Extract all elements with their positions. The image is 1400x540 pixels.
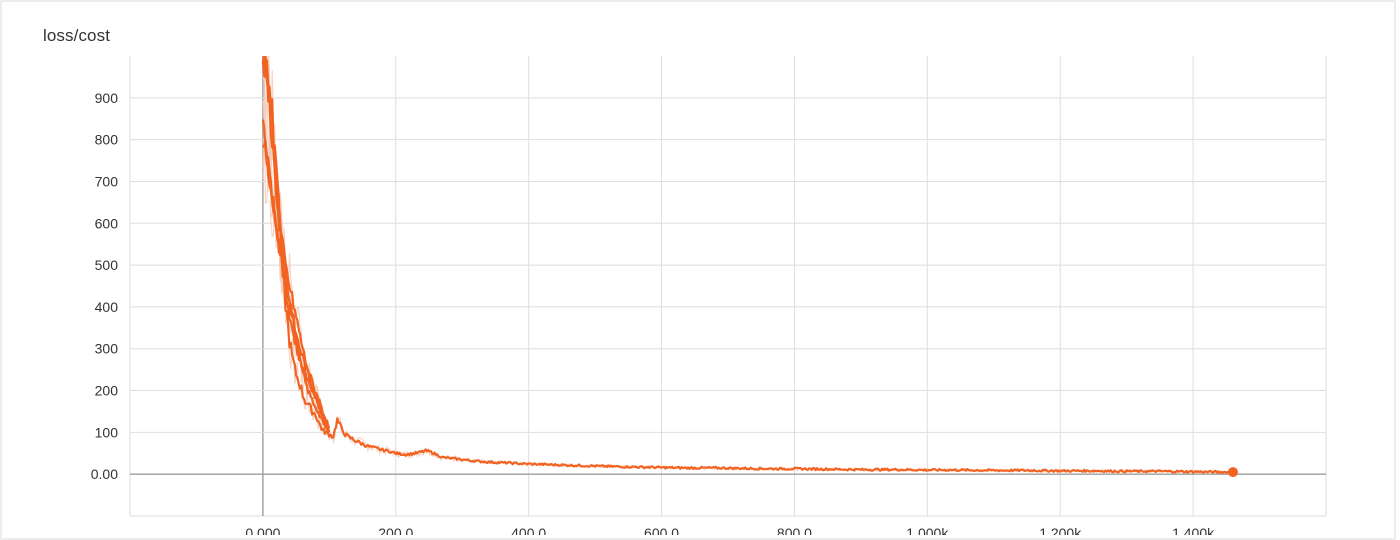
raw-series-line	[262, 114, 329, 436]
smoothed-series-line	[261, 56, 1234, 475]
smoothed-series-line	[262, 56, 330, 434]
y-tick-label: 600	[95, 215, 119, 231]
x-tick-label: 0.000	[245, 525, 280, 535]
x-tick-label: 800.0	[777, 525, 812, 535]
x-tick-label: 1.400k	[1172, 525, 1215, 535]
y-tick-label: 800	[95, 132, 119, 148]
x-tick-label: 600.0	[644, 525, 679, 535]
y-tick-label: 100	[95, 424, 119, 440]
y-tick-label: 900	[95, 90, 119, 106]
x-tick-label: 1.000k	[906, 525, 949, 535]
smoothed-series-line	[261, 56, 331, 429]
x-tick-label: 400.0	[511, 525, 546, 535]
raw-series-line	[262, 56, 1232, 475]
smoothed-series-line	[262, 139, 331, 433]
y-tick-label: 200	[95, 383, 119, 399]
x-tick-label: 1.200k	[1039, 525, 1082, 535]
tick-labels: 0.000 200.0 400.0 600.0 800.0 1.000k 1.200k 1.4…	[91, 90, 1215, 535]
x-tick-label: 200.0	[378, 525, 413, 535]
raw-series-line	[262, 120, 329, 436]
y-tick-label: 500	[95, 257, 119, 273]
grid	[129, 56, 1327, 517]
y-tick-label: 400	[95, 299, 119, 315]
y-tick-label: 300	[95, 341, 119, 357]
chart-title: loss/cost	[43, 26, 111, 45]
last-point-marker	[1227, 467, 1238, 478]
smoothed-series-layer	[261, 56, 1238, 478]
smoothed-series-line	[261, 119, 331, 432]
raw-series-layer	[262, 56, 1232, 475]
y-tick-label: 0.00	[91, 466, 118, 482]
y-tick-label: 700	[95, 173, 119, 189]
